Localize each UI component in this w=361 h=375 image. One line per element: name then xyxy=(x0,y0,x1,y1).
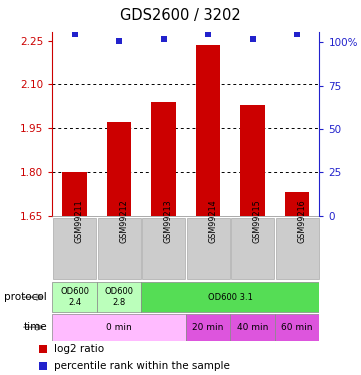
Text: GSM99212: GSM99212 xyxy=(119,199,128,243)
Point xyxy=(205,31,211,37)
Text: GSM99211: GSM99211 xyxy=(75,199,84,243)
Text: time: time xyxy=(23,322,47,332)
Text: 40 min: 40 min xyxy=(237,322,268,332)
Text: 60 min: 60 min xyxy=(282,322,313,332)
Bar xyxy=(52,314,186,340)
Bar xyxy=(52,282,97,312)
Text: GDS2600 / 3202: GDS2600 / 3202 xyxy=(120,9,241,23)
Text: OD600 3.1: OD600 3.1 xyxy=(208,292,253,302)
Bar xyxy=(53,217,96,279)
Text: GSM99216: GSM99216 xyxy=(297,199,306,243)
Text: 20 min: 20 min xyxy=(192,322,224,332)
Bar xyxy=(98,217,140,279)
Bar xyxy=(231,217,274,279)
Bar xyxy=(97,282,142,312)
Point xyxy=(250,36,256,42)
Bar xyxy=(151,102,176,216)
Point xyxy=(161,36,166,42)
Bar xyxy=(275,314,319,340)
Bar xyxy=(196,45,221,216)
Point xyxy=(116,38,122,44)
Bar xyxy=(142,217,185,279)
Bar xyxy=(276,217,319,279)
Text: OD600
2.4: OD600 2.4 xyxy=(60,288,89,307)
Bar xyxy=(62,172,87,216)
Text: GSM99213: GSM99213 xyxy=(164,199,173,243)
Text: log2 ratio: log2 ratio xyxy=(54,344,104,354)
Text: percentile rank within the sample: percentile rank within the sample xyxy=(54,361,230,371)
Bar xyxy=(107,122,131,216)
Point xyxy=(72,31,78,37)
Bar xyxy=(142,282,319,312)
Bar xyxy=(240,105,265,216)
Bar xyxy=(285,192,309,216)
Text: GSM99215: GSM99215 xyxy=(253,199,262,243)
Bar xyxy=(186,314,230,340)
Point xyxy=(40,363,46,369)
Bar xyxy=(230,314,275,340)
Point xyxy=(40,346,46,352)
Text: 0 min: 0 min xyxy=(106,322,132,332)
Text: OD600
2.8: OD600 2.8 xyxy=(105,288,134,307)
Text: protocol: protocol xyxy=(4,292,47,302)
Bar xyxy=(187,217,230,279)
Text: GSM99214: GSM99214 xyxy=(208,199,217,243)
Point xyxy=(294,31,300,37)
